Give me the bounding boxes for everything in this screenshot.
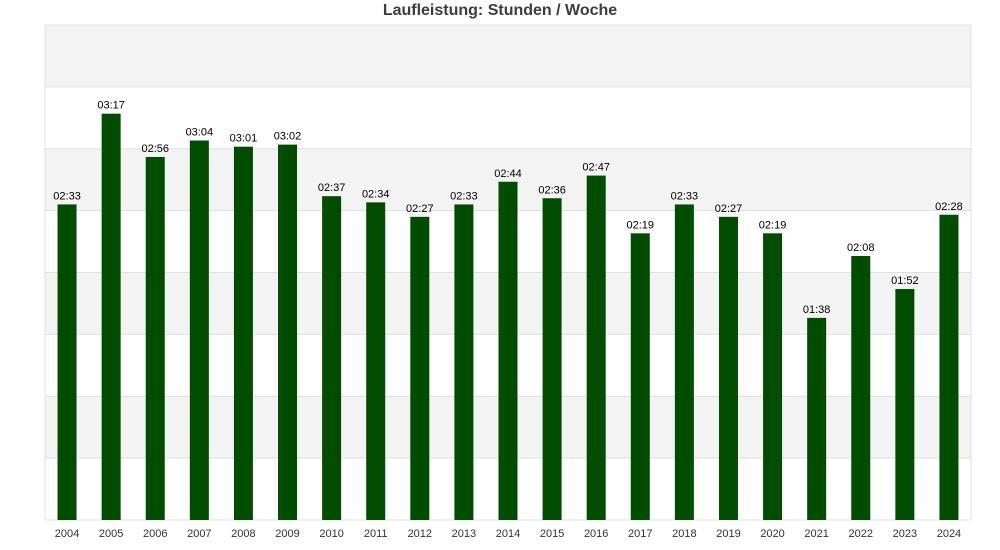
x-tick-label: 2020 <box>760 528 784 540</box>
bar-2021[interactable] <box>807 317 827 520</box>
bar-2008[interactable] <box>233 146 253 520</box>
bar-value-label: 02:33 <box>671 190 699 202</box>
bar-2015[interactable] <box>542 198 562 520</box>
bar-value-label: 02:33 <box>53 190 81 202</box>
x-tick-label: 2009 <box>275 528 299 540</box>
bar-2020[interactable] <box>763 233 783 520</box>
x-tick-label: 2022 <box>849 528 873 540</box>
grid-band <box>45 25 971 87</box>
bar-value-label: 02:08 <box>847 242 875 254</box>
bar-2024[interactable] <box>939 214 959 520</box>
x-tick-label: 2015 <box>540 528 564 540</box>
x-tick-label: 2010 <box>319 528 343 540</box>
bar-value-label: 03:02 <box>274 131 302 143</box>
x-tick-label: 2005 <box>99 528 123 540</box>
x-tick-label: 2007 <box>187 528 211 540</box>
bar-value-label: 03:17 <box>97 100 125 112</box>
bar-value-label: 03:01 <box>230 133 258 145</box>
bar-value-label: 02:27 <box>715 203 743 215</box>
bar-2006[interactable] <box>145 157 165 520</box>
bar-value-label: 02:19 <box>627 219 655 231</box>
bar-value-label: 02:56 <box>141 143 169 155</box>
bar-2012[interactable] <box>410 216 430 520</box>
x-tick-label: 2021 <box>804 528 828 540</box>
x-axis: 2004 2005 2006 2007 2008 2009 2010 2011 2012 2013… <box>55 528 961 540</box>
x-tick-label: 2016 <box>584 528 608 540</box>
x-tick-label: 2004 <box>55 528 79 540</box>
bar-value-label: 02:34 <box>362 188 390 200</box>
bar-value-label: 02:44 <box>494 168 522 180</box>
bar-2013[interactable] <box>454 204 474 520</box>
bar-value-label: 02:27 <box>406 203 434 215</box>
x-tick-label: 2017 <box>628 528 652 540</box>
x-tick-label: 2013 <box>452 528 476 540</box>
bar-2005[interactable] <box>101 113 121 520</box>
bar-2018[interactable] <box>674 204 694 520</box>
bar-2011[interactable] <box>366 202 386 520</box>
x-tick-label: 2011 <box>364 528 388 540</box>
x-tick-label: 2023 <box>893 528 917 540</box>
bar-2016[interactable] <box>586 175 606 520</box>
bar-2017[interactable] <box>630 233 650 520</box>
x-tick-label: 2024 <box>937 528 961 540</box>
bar-labels: 02:33 03:17 02:56 03:04 03:01 03:02 02:37 02:34… <box>53 100 962 316</box>
x-tick-label: 2012 <box>408 528 432 540</box>
bar-value-label: 03:04 <box>186 127 214 139</box>
bar-value-label: 01:38 <box>803 304 831 316</box>
bar-2022[interactable] <box>851 256 871 520</box>
bar-value-label: 02:47 <box>582 162 610 174</box>
bar-value-label: 02:28 <box>935 201 963 213</box>
bar-2023[interactable] <box>895 289 915 520</box>
bar-value-label: 02:37 <box>318 182 346 194</box>
chart-title: Laufleistung: Stunden / Woche <box>382 2 618 19</box>
bar-2009[interactable] <box>278 144 298 520</box>
x-tick-label: 2019 <box>716 528 740 540</box>
x-tick-label: 2014 <box>496 528 520 540</box>
bar-value-label: 01:52 <box>891 275 919 287</box>
bar-value-label: 02:19 <box>759 219 787 231</box>
grid-band <box>45 86 971 149</box>
x-tick-label: 2018 <box>672 528 696 540</box>
bar-value-label: 02:36 <box>538 184 566 196</box>
bar-2010[interactable] <box>322 196 342 520</box>
bar-value-label: 02:33 <box>450 190 478 202</box>
bar-2004[interactable] <box>57 204 77 520</box>
bar-2019[interactable] <box>718 216 738 520</box>
bar-2014[interactable] <box>498 181 518 520</box>
bars <box>57 113 959 521</box>
bar-2007[interactable] <box>189 140 209 521</box>
x-tick-label: 2006 <box>143 528 167 540</box>
x-tick-label: 2008 <box>231 528 255 540</box>
